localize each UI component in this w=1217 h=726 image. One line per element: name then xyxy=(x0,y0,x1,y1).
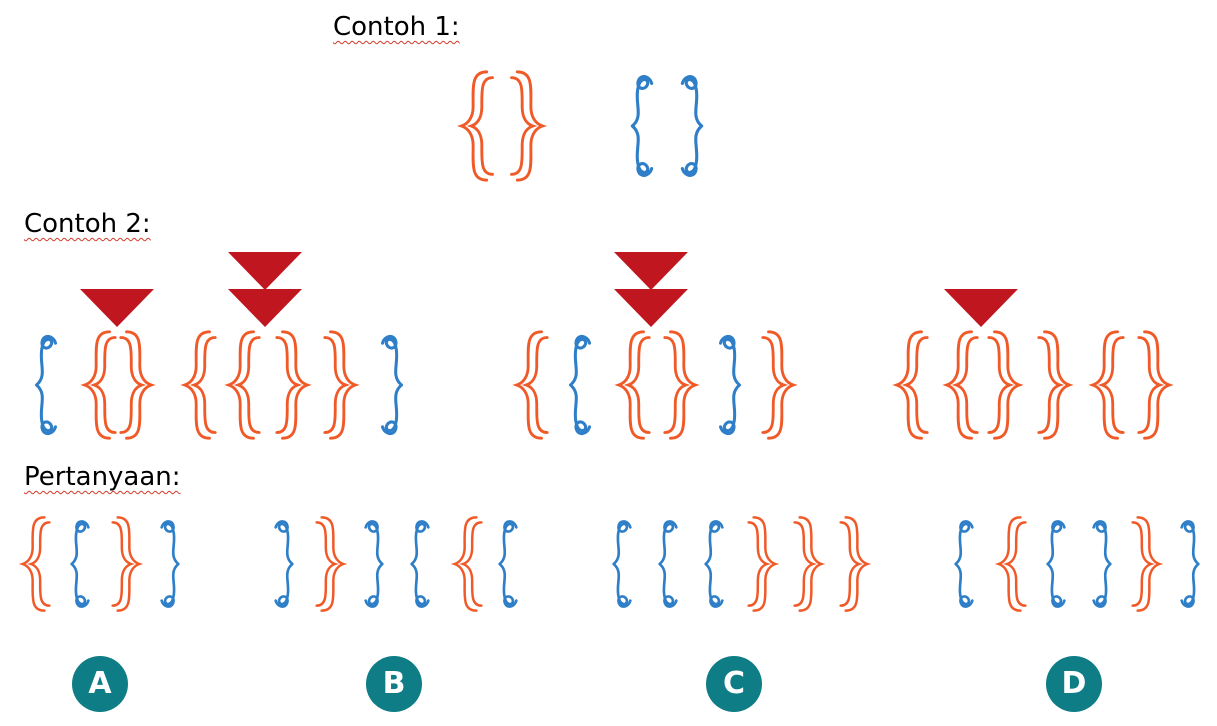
orange-open-brace xyxy=(994,516,1027,612)
orange-open-brace xyxy=(614,330,651,440)
question-heading: Pertanyaan: xyxy=(24,462,181,492)
orange-close-brace xyxy=(1137,330,1174,440)
orange-open-brace xyxy=(1088,330,1125,440)
marker-triangle xyxy=(614,289,688,327)
blue-close-brace xyxy=(364,520,384,608)
orange-close-brace xyxy=(663,330,700,440)
orange-close-brace xyxy=(510,70,548,182)
orange-close-brace xyxy=(315,516,348,612)
blue-open-brace xyxy=(498,520,518,608)
marker-triangle xyxy=(80,289,154,327)
blue-close-brace xyxy=(1092,520,1112,608)
orange-close-brace xyxy=(839,516,872,612)
blue-open-brace xyxy=(612,520,632,608)
orange-open-brace xyxy=(80,330,117,440)
example1-heading: Contoh 1: xyxy=(333,12,460,42)
option-b-button[interactable]: B xyxy=(366,656,422,712)
marker-triangle xyxy=(228,252,302,290)
orange-close-brace xyxy=(761,330,798,440)
marker-triangle xyxy=(228,289,302,327)
blue-open-brace xyxy=(410,520,430,608)
orange-close-brace xyxy=(275,330,312,440)
option-c-button[interactable]: C xyxy=(706,656,762,712)
orange-open-brace xyxy=(450,516,483,612)
blue-open-brace xyxy=(568,335,592,435)
orange-open-brace xyxy=(512,330,549,440)
orange-close-brace xyxy=(323,330,360,440)
orange-close-brace xyxy=(111,516,144,612)
example2-heading: Contoh 2: xyxy=(24,209,151,239)
orange-open-brace xyxy=(942,330,979,440)
orange-open-brace xyxy=(456,70,494,182)
blue-close-brace xyxy=(274,520,294,608)
blue-open-brace xyxy=(630,75,654,177)
blue-close-brace xyxy=(1180,520,1200,608)
blue-close-brace xyxy=(718,335,742,435)
blue-open-brace xyxy=(34,335,58,435)
orange-open-brace xyxy=(224,330,261,440)
blue-close-brace xyxy=(380,335,404,435)
orange-open-brace xyxy=(180,330,217,440)
blue-open-brace xyxy=(954,520,974,608)
option-d-button[interactable]: D xyxy=(1046,656,1102,712)
orange-close-brace xyxy=(1037,330,1074,440)
orange-open-brace xyxy=(892,330,929,440)
option-a-button[interactable]: A xyxy=(72,656,128,712)
blue-open-brace xyxy=(70,520,90,608)
blue-open-brace xyxy=(658,520,678,608)
marker-triangle xyxy=(614,252,688,290)
orange-close-brace xyxy=(747,516,780,612)
orange-close-brace xyxy=(987,330,1024,440)
marker-triangle xyxy=(944,289,1018,327)
blue-close-brace xyxy=(680,75,704,177)
orange-close-brace xyxy=(793,516,826,612)
blue-close-brace xyxy=(160,520,180,608)
orange-open-brace xyxy=(18,516,51,612)
blue-open-brace xyxy=(704,520,724,608)
blue-open-brace xyxy=(1046,520,1066,608)
orange-close-brace xyxy=(119,330,156,440)
orange-close-brace xyxy=(1131,516,1164,612)
